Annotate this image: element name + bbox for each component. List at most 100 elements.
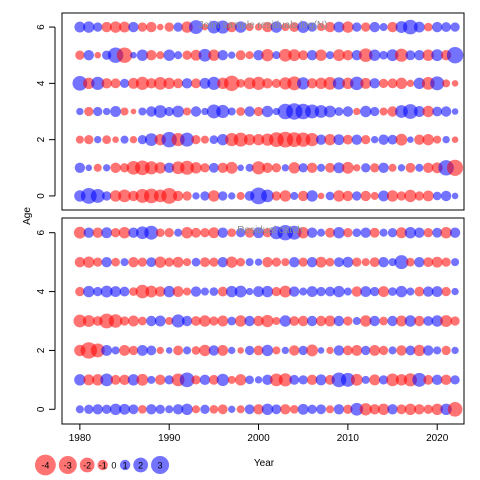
bubble-age3-year2011 [352, 316, 361, 326]
bubble-age3-year1981 [84, 106, 94, 117]
bubble-age4-year1994 [199, 77, 211, 89]
bubble-age3-year2005 [298, 315, 309, 327]
bubble-age6-year1989 [156, 23, 164, 31]
bubble-age1-year1984 [110, 374, 121, 385]
bubble-age4-year1985 [119, 78, 130, 89]
bubble-age6-year2008 [324, 21, 336, 33]
x-tick-label: 1980 [69, 433, 92, 444]
bubble-age6-year2013 [369, 21, 380, 33]
bubble-age0-year1996 [217, 404, 228, 415]
bubble-age0-year2001 [261, 403, 274, 415]
bubble-age6-year1999 [245, 23, 254, 32]
bubble-age4-year2010 [343, 287, 352, 296]
bubble-age3-year1994 [199, 315, 211, 327]
bubble-age2-year1988 [146, 345, 157, 356]
bubble-age1-year2013 [370, 163, 380, 173]
bubble-age6-year2002 [270, 21, 283, 33]
bubble-age1-year2008 [325, 162, 335, 173]
y-tick-label: 4 [36, 288, 47, 294]
bubble-age0-year1980 [75, 405, 84, 414]
bubble-age0-year2005 [298, 190, 309, 202]
bubble-age5-year2008 [325, 257, 335, 267]
bubble-age6-year2004 [289, 22, 300, 32]
bubble-age0-year2008 [325, 405, 335, 414]
bubble-age6-year2022 [450, 22, 460, 32]
bubble-age2-year1983 [102, 135, 112, 144]
bubble-age4-year1994 [200, 287, 209, 296]
bubble-age5-year1998 [235, 50, 246, 61]
bubble-age1-year2018 [415, 163, 424, 172]
bubble-age4-year2012 [360, 286, 372, 298]
bubble-age2-year1986 [129, 135, 138, 144]
bubble-age1-year2007 [317, 163, 326, 172]
bubble-age0-year2009 [333, 404, 345, 415]
bubble-age4-year1988 [146, 78, 157, 89]
bubble-age4-year1982 [91, 76, 105, 90]
bubble-age0-year1997 [228, 192, 236, 200]
bubble-age3-year2012 [360, 315, 372, 327]
bubble-age4-year2002 [271, 286, 282, 297]
x-tick-label: 1990 [158, 433, 181, 444]
x-axis: 1980 1990 2000 2010 2020 [69, 423, 449, 444]
bubble-age2-year1999 [243, 133, 256, 146]
bubble-age0-year2001 [261, 189, 274, 203]
bubble-age0-year1987 [138, 404, 147, 414]
bubble-age3-year1980 [76, 107, 84, 116]
bubble-age1-year1997 [225, 161, 238, 174]
bubble-age0-year1983 [102, 404, 112, 414]
bubble-age1-year1981 [83, 374, 95, 386]
bubble-age0-year1993 [192, 192, 200, 200]
bubble-age5-year2015 [388, 258, 397, 267]
bubble-age4-year1982 [93, 286, 103, 297]
bubble-age4-year2006 [306, 78, 318, 89]
bubble-age6-year1992 [181, 227, 193, 239]
legend-bubble [58, 455, 77, 475]
bubble-age4-year2020 [431, 286, 443, 298]
bubble-age1-year2017 [405, 162, 416, 173]
bubble-age3-year1980 [73, 314, 87, 328]
panel-1-frame [61, 12, 465, 211]
bubble-age4-year1993 [190, 286, 202, 297]
bubble-age4-year1997 [226, 285, 238, 298]
bubble-age2-year1989 [156, 346, 164, 355]
bubble-age1-year2016 [395, 374, 408, 386]
bubble-age1-year1989 [155, 374, 166, 386]
bubble-age5-year2005 [298, 257, 308, 267]
bubble-age4-year1992 [181, 78, 193, 89]
bubble-age0-year2003 [280, 404, 291, 415]
bubble-age2-year2015 [388, 346, 397, 355]
bubble-age0-year1998 [236, 405, 245, 414]
bubble-age0-year2009 [333, 190, 345, 202]
bubble-age6-year1986 [128, 227, 139, 238]
bubble-age2-year2001 [261, 344, 274, 357]
bubble-age1-year2014 [378, 162, 389, 173]
bubble-age2-year2007 [317, 347, 325, 354]
bubble-age2-year2000 [253, 345, 264, 356]
bubble-age2-year1995 [208, 345, 220, 356]
bubble-age4-year2008 [323, 76, 337, 90]
bubble-age6-year2015 [387, 21, 398, 33]
bubble-age0-year1984 [109, 190, 122, 202]
bubble-age1-year1995 [208, 162, 219, 173]
bubble-age1-year1992 [180, 160, 195, 175]
bubble-age4-year2000 [253, 286, 264, 298]
bubble-age2-year1992 [183, 346, 192, 355]
bubble-age2-year1983 [101, 344, 113, 356]
bubble-age3-year2015 [387, 106, 398, 117]
bubble-age5-year1995 [208, 49, 220, 61]
bubble-age6-year2020 [432, 227, 443, 238]
bubble-age5-year2010 [342, 50, 354, 61]
bubble-age3-year1988 [146, 315, 157, 327]
bubble-age0-year2010 [342, 190, 354, 202]
panel-2-title: Residual catch [237, 225, 303, 236]
bubble-age5-year2013 [369, 257, 380, 268]
bubble-age4-year1987 [135, 76, 149, 90]
bubble-age5-year2021 [441, 257, 451, 267]
bubble-age5-year2005 [298, 50, 309, 61]
bubble-age0-year1989 [155, 404, 165, 414]
bubble-age4-year1998 [236, 79, 246, 88]
bubble-age1-year2003 [278, 373, 292, 387]
bubble-age1-year1980 [74, 162, 86, 173]
bubble-age2-year2013 [370, 135, 379, 144]
bubble-age6-year2010 [343, 228, 353, 238]
